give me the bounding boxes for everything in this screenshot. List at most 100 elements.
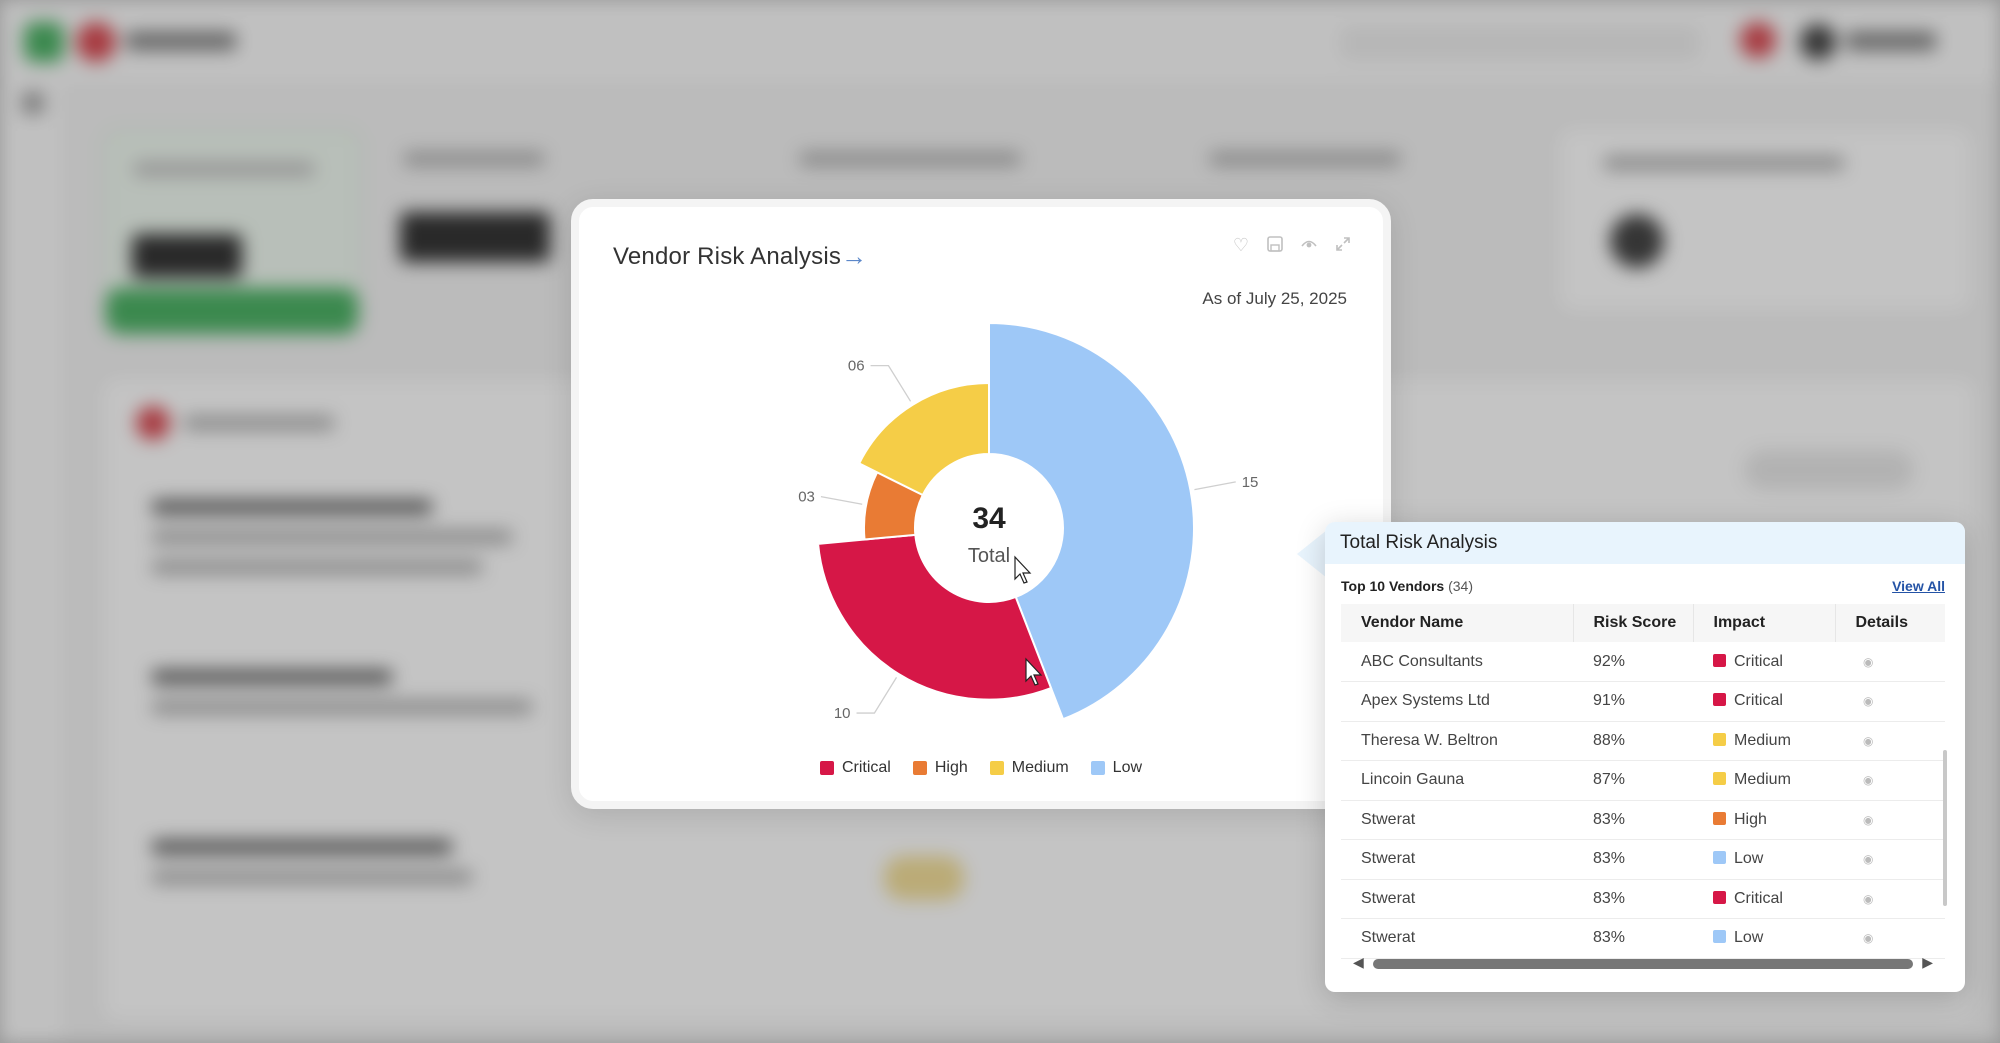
save-icon[interactable] bbox=[1265, 235, 1285, 255]
total-label: Total bbox=[968, 545, 1010, 567]
vertical-scrollbar[interactable] bbox=[1943, 750, 1947, 906]
view-details-icon[interactable]: ◉ bbox=[1863, 812, 1874, 827]
view-details-icon[interactable]: ◉ bbox=[1863, 733, 1874, 748]
column-header-vendor[interactable]: Vendor Name bbox=[1341, 604, 1574, 642]
vendor-name: Apex Systems Ltd bbox=[1341, 681, 1573, 722]
popup-pointer bbox=[1297, 530, 1327, 578]
horizontal-scrollbar[interactable]: ◀ ▶ bbox=[1353, 954, 1933, 972]
risk-analysis-popup: Total Risk Analysis Top 10 Vendors (34) … bbox=[1325, 522, 1965, 992]
cursor-icon bbox=[1014, 555, 1032, 584]
details-cell: ◉ bbox=[1835, 760, 1945, 801]
table-row[interactable]: Apex Systems Ltd 91% Critical ◉ bbox=[1341, 681, 1945, 722]
details-cell: ◉ bbox=[1835, 839, 1945, 880]
list-item bbox=[152, 560, 482, 574]
notification-icon[interactable] bbox=[1740, 22, 1776, 58]
expand-icon[interactable] bbox=[1333, 235, 1353, 255]
app-logo bbox=[24, 22, 64, 62]
impact-swatch bbox=[1713, 811, 1726, 825]
search-input[interactable] bbox=[1340, 26, 1700, 60]
table-row[interactable]: Stwerat 83% Critical ◉ bbox=[1341, 879, 1945, 919]
heart-icon[interactable]: ♡ bbox=[1232, 235, 1250, 255]
leader-line-medium bbox=[870, 364, 912, 402]
legend-item-high[interactable]: High bbox=[912, 759, 968, 777]
legend-label: Critical bbox=[841, 759, 891, 776]
impact-swatch bbox=[1713, 653, 1726, 667]
kpi-value bbox=[132, 234, 242, 278]
legend-label: Low bbox=[1112, 759, 1143, 776]
risk-score: 92% bbox=[1573, 642, 1693, 682]
legend-item-low[interactable]: Low bbox=[1090, 759, 1143, 777]
table-body: ABC Consultants 92% Critical ◉ Apex Systems … bbox=[1341, 642, 1945, 959]
risk-score: 83% bbox=[1573, 839, 1693, 880]
menu-icon[interactable] bbox=[22, 92, 44, 114]
filter-button[interactable] bbox=[1744, 450, 1914, 490]
details-cell: ◉ bbox=[1835, 642, 1945, 682]
column-header-impact[interactable]: Impact bbox=[1693, 604, 1836, 642]
view-all-link[interactable]: View All bbox=[1892, 578, 1945, 594]
gauge-icon bbox=[1610, 214, 1664, 268]
leader-line-high bbox=[820, 495, 863, 505]
data-label-medium: 06 bbox=[848, 358, 865, 375]
table-row[interactable]: Theresa W. Beltron 88% Medium ◉ bbox=[1341, 721, 1945, 761]
as-of-date: As of July 25, 2025 bbox=[1202, 289, 1347, 308]
sidebar bbox=[0, 84, 64, 1043]
impact-swatch bbox=[1713, 851, 1726, 865]
view-details-icon[interactable]: ◉ bbox=[1863, 773, 1874, 788]
legend-label: Medium bbox=[1011, 759, 1069, 776]
vendor-risk-card: Vendor Risk Analysis → ♡ As of July 25, … bbox=[571, 199, 1391, 809]
risk-score: 87% bbox=[1573, 760, 1693, 801]
popup-subheader: Top 10 Vendors (34) View All bbox=[1325, 564, 1965, 604]
vendor-name: Stwerat bbox=[1341, 800, 1573, 840]
brand-name bbox=[126, 32, 236, 50]
legend-item-critical[interactable]: Critical bbox=[819, 759, 891, 777]
impact-label: Critical bbox=[1734, 652, 1783, 670]
view-details-icon[interactable]: ◉ bbox=[1863, 654, 1874, 669]
column-header-details[interactable]: Details bbox=[1835, 604, 1945, 642]
view-details-icon[interactable]: ◉ bbox=[1863, 852, 1874, 867]
top-vendors-title: Top 10 Vendors bbox=[1341, 578, 1445, 594]
top-bar bbox=[0, 0, 2000, 84]
section-icon bbox=[136, 406, 170, 440]
arrow-right-icon[interactable]: → bbox=[841, 241, 867, 271]
section-title bbox=[184, 416, 334, 430]
impact-label: High bbox=[1734, 810, 1767, 828]
impact-label: Medium bbox=[1734, 731, 1791, 749]
list-item bbox=[152, 500, 432, 514]
avatar[interactable] bbox=[1800, 24, 1836, 60]
popup-title: Total Risk Analysis bbox=[1325, 522, 1965, 564]
view-details-icon[interactable]: ◉ bbox=[1863, 931, 1874, 946]
eye-icon[interactable] bbox=[1299, 235, 1319, 255]
impact-cell: Low bbox=[1693, 918, 1835, 959]
table-row[interactable]: ABC Consultants 92% Critical ◉ bbox=[1341, 642, 1945, 682]
user-name bbox=[1846, 32, 1936, 50]
top-vendors-label: Top 10 Vendors (34) bbox=[1341, 578, 1473, 594]
list-item bbox=[152, 700, 532, 714]
kpi-value bbox=[400, 212, 550, 262]
table-row[interactable]: Lincoin Gauna 87% Medium ◉ bbox=[1341, 760, 1945, 801]
impact-cell: Medium bbox=[1693, 760, 1835, 801]
legend-swatch bbox=[989, 761, 1004, 775]
view-details-icon[interactable]: ◉ bbox=[1863, 694, 1874, 709]
donut-slices[interactable] bbox=[816, 321, 1195, 721]
table-row[interactable]: Stwerat 83% Low ◉ bbox=[1341, 839, 1945, 880]
legend-swatch bbox=[1090, 761, 1105, 775]
scrollbar-thumb[interactable] bbox=[1373, 959, 1913, 969]
scroll-left-icon[interactable]: ◀ bbox=[1353, 954, 1364, 970]
impact-label: Low bbox=[1734, 850, 1764, 868]
leader-line-critical bbox=[856, 677, 898, 714]
kpi-label bbox=[404, 152, 544, 166]
scroll-right-icon[interactable]: ▶ bbox=[1922, 954, 1933, 970]
risk-score: 83% bbox=[1573, 800, 1693, 840]
column-header-score[interactable]: Risk Score bbox=[1573, 604, 1694, 642]
view-details-icon[interactable]: ◉ bbox=[1863, 891, 1874, 906]
risk-score: 88% bbox=[1573, 721, 1693, 761]
list-item bbox=[152, 670, 392, 684]
table-row[interactable]: Stwerat 83% High ◉ bbox=[1341, 800, 1945, 840]
impact-swatch bbox=[1713, 693, 1726, 707]
donut-hole bbox=[915, 454, 1063, 602]
kpi-action-button[interactable] bbox=[106, 288, 358, 334]
table-row[interactable]: Stwerat 83% Low ◉ bbox=[1341, 918, 1945, 959]
leader-line-low bbox=[1194, 481, 1236, 491]
impact-label: Medium bbox=[1734, 771, 1791, 789]
legend-item-medium[interactable]: Medium bbox=[989, 759, 1069, 777]
